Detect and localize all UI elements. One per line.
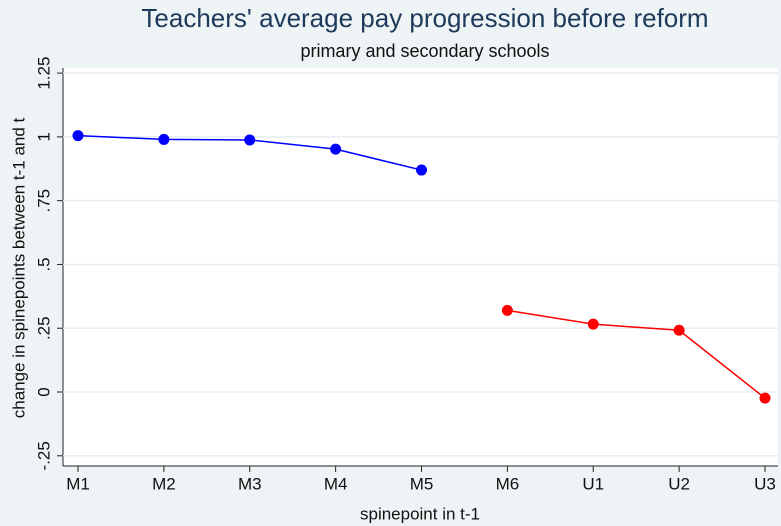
x-tick-label: M6 [496,474,520,493]
point [587,318,599,330]
plot-area [63,68,778,466]
point [416,164,427,176]
y-tick-label: 1.25 [34,57,53,90]
point [72,130,84,142]
y-tick-label: 1 [34,132,53,141]
y-axis-title: change in spinepoints between t-1 and t [9,117,28,418]
point [501,304,513,316]
chart-title: Teachers' average pay progression before… [141,3,708,33]
x-tick-label: M2 [152,474,176,493]
x-tick-label: U2 [668,474,690,493]
x-axis-title: spinepoint in t-1 [360,504,480,523]
x-tick-label: U3 [754,474,776,493]
point [673,324,685,336]
y-tick-label: .5 [34,257,53,271]
chart-subtitle: primary and secondary schools [300,41,549,61]
point [759,392,771,404]
y-tick-label: .75 [34,189,53,213]
point [244,134,256,146]
y-tick-label: .25 [34,316,53,340]
x-tick-label: M3 [238,474,262,493]
y-tick-label: -.25 [34,441,53,470]
x-tick-label: U1 [582,474,604,493]
x-tick-label: M1 [66,474,90,493]
x-tick-label: M4 [324,474,348,493]
point [330,143,342,155]
y-tick-label: 0 [34,387,53,396]
point [158,133,170,145]
x-tick-label: M5 [410,474,434,493]
series-line [507,309,766,399]
